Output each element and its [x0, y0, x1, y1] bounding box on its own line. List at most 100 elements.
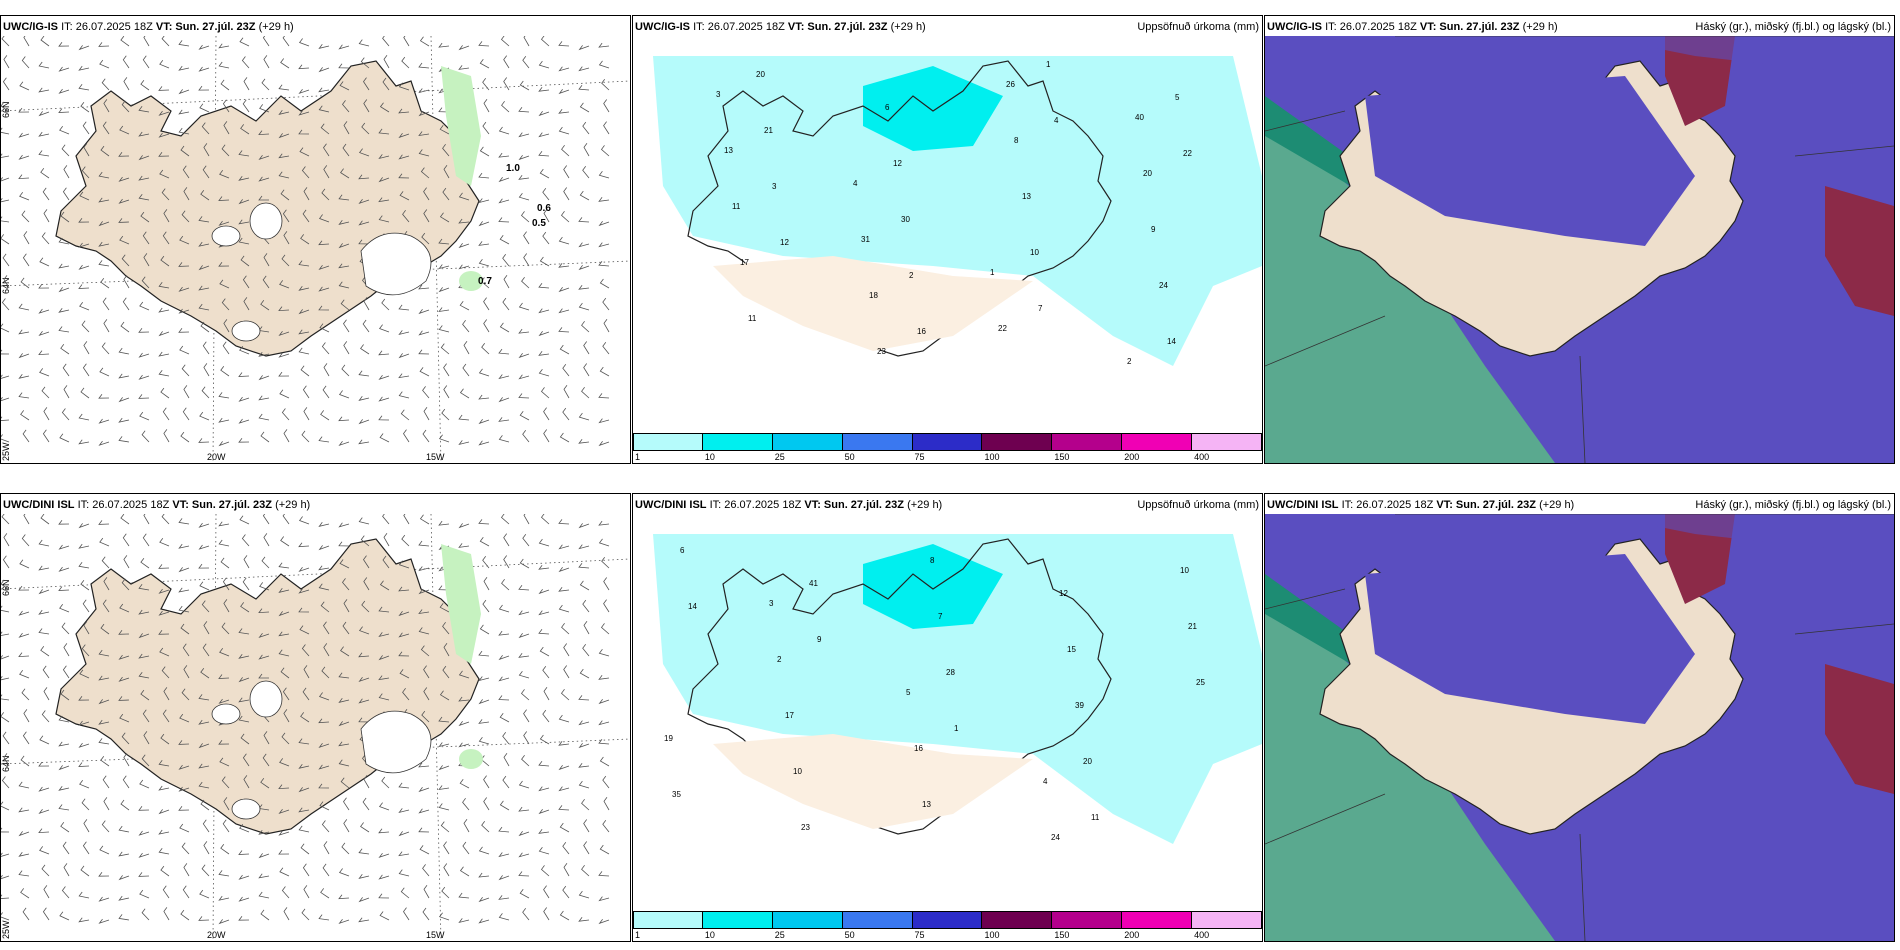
precip-value-label: 4: [1054, 116, 1059, 125]
lon-label-15w: 15W: [426, 930, 445, 940]
precip-value-label: 11: [748, 314, 757, 323]
precip-value-label: 13: [724, 146, 733, 155]
colorbar-cell: [772, 911, 843, 929]
precip-value-label: 25: [1196, 678, 1205, 687]
precip-value-label: 5: [906, 688, 911, 697]
lat-label-64n: 64N: [1, 277, 11, 294]
colorbar-tick-label: 150: [1054, 930, 1070, 940]
precip-value-label: 4: [853, 179, 858, 188]
precip-value-label: 17: [785, 711, 794, 720]
colorbar-cell: [1052, 911, 1123, 929]
hofsjokull-glacier: [211, 703, 241, 725]
wind-value-label: 0.5: [532, 218, 546, 229]
panel-wind-dini: UWC/DINI ISL IT: 26.07.2025 18Z VT: Sun.…: [0, 493, 631, 942]
precip-value-label: 8: [930, 556, 935, 565]
precip-value-label: 7: [1038, 304, 1043, 313]
precip-value-label: 22: [998, 324, 1007, 333]
colorbar-tick-label: 25: [774, 452, 785, 462]
panel-header: UWC/DINI ISL IT: 26.07.2025 18Z VT: Sun.…: [1267, 499, 1575, 511]
colorbar-tick-label: 100: [984, 930, 1000, 940]
colorbar-cell: [1122, 911, 1193, 929]
myrdalsjokull-glacier: [231, 798, 261, 820]
colorbar-tick-label: 50: [844, 930, 855, 940]
cloud-top-edge: [1595, 514, 1894, 554]
precip-value-label: 7: [938, 612, 943, 621]
colorbar-tick-label: 400: [1194, 930, 1210, 940]
colorbar-cell: [702, 911, 773, 929]
precip-value-label: 16: [914, 744, 923, 753]
precip-value-label: 12: [1059, 589, 1068, 598]
precip-value-label: 14: [1167, 337, 1176, 346]
lon-label-25w: 25W: [1, 442, 11, 461]
precip-value-label: 12: [780, 238, 789, 247]
colorbar-cell: [912, 433, 983, 451]
colorbar-tick-label: 75: [914, 930, 925, 940]
panel-precip-dini: UWC/DINI ISL IT: 26.07.2025 18Z VT: Sun.…: [632, 493, 1263, 942]
high-cloud-east: [1825, 664, 1894, 794]
longitude-line-20w: [212, 36, 217, 463]
colorbar-cell: [1122, 433, 1193, 451]
precip-value-label: 23: [877, 347, 886, 356]
colorbar-tick-label: 10: [704, 452, 715, 462]
precip-value-label: 17: [740, 258, 749, 267]
colorbar-cell: [772, 433, 843, 451]
precip-value-label: 2: [1127, 357, 1132, 366]
precip-map: 3541021624211713122510815192373935412820…: [653, 534, 1262, 844]
precip-value-label: 18: [869, 291, 878, 300]
precip-value-label: 30: [901, 215, 910, 224]
precip-value-label: 1: [990, 268, 995, 277]
precip-value-label: 2: [777, 655, 782, 664]
longitude-line-15w: [430, 514, 442, 941]
colorbar-tick-label: 1: [635, 452, 641, 462]
vatnajokull-glacier: [360, 710, 432, 774]
myrdalsjokull-glacier: [231, 320, 261, 342]
colorbar-cell: [633, 433, 703, 451]
precip-value-label: 1: [954, 724, 959, 733]
langjokull-glacier: [249, 202, 283, 240]
colorbar-cell: [1052, 433, 1123, 451]
colorbar-cell: [702, 433, 773, 451]
colorbar-frame: [633, 911, 1262, 929]
mid-cloud-over-land: [1365, 76, 1695, 246]
wind-value-label: 0.7: [478, 276, 492, 287]
wind-barbs: [1, 514, 610, 925]
precip-value-label: 40: [1135, 113, 1144, 122]
rain-patch-e: [459, 271, 483, 291]
dry-land-area: [713, 734, 1033, 829]
precip-value-label: 2: [909, 271, 914, 280]
precip-value-label: 14: [688, 602, 697, 611]
panel-header: UWC/IG-IS IT: 26.07.2025 18Z VT: Sun. 27…: [3, 21, 294, 33]
precip-value-label: 24: [1159, 281, 1168, 290]
panel-wind-ig: UWC/IG-IS IT: 26.07.2025 18Z VT: Sun. 27…: [0, 15, 631, 464]
graticule-lines: [1265, 110, 1894, 463]
precip-value-label: 1: [1046, 60, 1051, 69]
wind-value-label: 0.6: [537, 203, 551, 214]
field-title: Háský (gr.), miðský (fj.bl.) og lágský (…: [1695, 499, 1891, 511]
colorbar-tick-label: 150: [1054, 452, 1070, 462]
precip-value-label: 13: [922, 800, 931, 809]
graticule-lines: [1265, 588, 1894, 941]
high-cloud-east: [1825, 186, 1894, 316]
precip-value-label: 21: [1188, 622, 1197, 631]
colorbar-tick-label: 200: [1124, 452, 1140, 462]
panel-header: UWC/IG-IS IT: 26.07.2025 18Z VT: Sun. 27…: [635, 21, 926, 33]
panel-cloud-dini: UWC/DINI ISL IT: 26.07.2025 18Z VT: Sun.…: [1264, 493, 1895, 942]
dry-land-area: [713, 256, 1033, 351]
mid-cloud-over-land: [1365, 554, 1695, 724]
precip-value-label: 3: [716, 90, 721, 99]
langjokull-glacier: [249, 680, 283, 718]
colorbar-cell: [982, 911, 1053, 929]
graticule: [1, 36, 630, 463]
panel-header: UWC/DINI ISL IT: 26.07.2025 18Z VT: Sun.…: [3, 499, 311, 511]
precip-value-label: 10: [793, 767, 802, 776]
precip-value-label: 31: [861, 235, 870, 244]
lon-label-20w: 20W: [207, 452, 226, 462]
colorbar-cell: [842, 433, 913, 451]
colorbar-tick-label: 400: [1194, 452, 1210, 462]
precip-value-label: 3: [772, 182, 777, 191]
precip-value-label: 35: [672, 790, 681, 799]
precip-value-label: 16: [917, 327, 926, 336]
precip-value-label: 10: [1180, 566, 1189, 575]
precip-value-label: 8: [1014, 136, 1019, 145]
colorbar-frame: [633, 433, 1262, 451]
